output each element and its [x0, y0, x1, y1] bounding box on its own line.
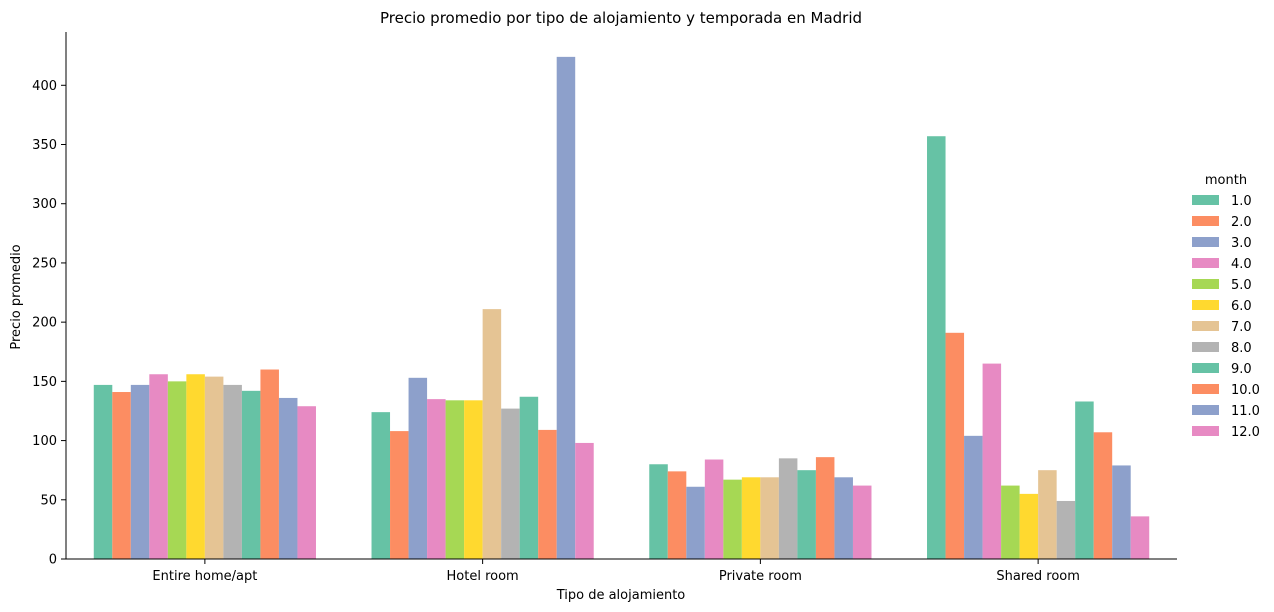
chart-title: Precio promedio por tipo de alojamiento …: [380, 9, 862, 27]
bar: [723, 479, 742, 559]
legend-label: 2.0: [1231, 215, 1252, 230]
bar: [371, 412, 391, 559]
bar: [1093, 432, 1113, 559]
bar: [927, 136, 946, 559]
legend-swatch: [1192, 321, 1219, 331]
bar: [186, 374, 205, 559]
bar: [1075, 401, 1094, 559]
bar: [704, 459, 724, 559]
y-tick-label: 350: [32, 138, 57, 153]
bar: [538, 429, 557, 559]
y-axis: 0 50 100 150 200 250 300 350 400: [32, 32, 67, 568]
bar: [1001, 485, 1020, 559]
bar: [297, 406, 316, 559]
bar: [445, 400, 465, 559]
bar: [797, 470, 816, 559]
bar: [427, 399, 446, 559]
bar: [482, 309, 502, 559]
bar: [982, 363, 1002, 559]
bar: [834, 477, 853, 559]
bar: [667, 471, 687, 559]
bar: [93, 384, 113, 559]
y-tick-label: 0: [49, 553, 57, 568]
bar: [649, 464, 668, 559]
bar: [1112, 465, 1131, 559]
legend-label: 3.0: [1231, 236, 1252, 251]
bar: [149, 374, 168, 559]
x-axis: Entire home/apt Hotel room Private room Sha…: [66, 558, 1177, 584]
bar: [260, 369, 279, 559]
bar: [686, 486, 705, 559]
legend-swatch: [1192, 258, 1219, 268]
y-tick-label: 100: [32, 434, 57, 449]
bar: [408, 377, 428, 559]
x-tick-label: Entire home/apt: [152, 569, 257, 584]
legend-label: 1.0: [1231, 194, 1252, 209]
legend-label: 7.0: [1231, 320, 1252, 335]
legend-swatch: [1192, 384, 1219, 394]
legend: month 1.0 2.0 3.0 4.0 5.0 6.0 7.0 8.0 9.0 10.0 11.0…: [1192, 173, 1260, 440]
y-tick-label: 400: [32, 79, 57, 94]
y-tick-label: 300: [32, 197, 57, 212]
legend-label: 4.0: [1231, 257, 1252, 272]
bar: [575, 442, 594, 559]
x-tick-label: Hotel room: [447, 569, 519, 584]
y-tick-label: 200: [32, 316, 57, 331]
bar: [945, 332, 965, 559]
bar: [167, 381, 187, 559]
legend-swatch: [1192, 426, 1219, 436]
bar: [464, 400, 483, 559]
bar: [390, 431, 409, 559]
y-tick-label: 150: [32, 375, 57, 390]
legend-label: 11.0: [1231, 404, 1260, 419]
bar: [1130, 516, 1150, 559]
bar: [556, 56, 576, 560]
bars-group: [93, 56, 1150, 560]
bar: [964, 435, 983, 559]
legend-label: 5.0: [1231, 278, 1252, 293]
bar: [278, 397, 298, 559]
bar: [1056, 500, 1076, 559]
bar: [112, 392, 131, 559]
x-tick-label: Shared room: [996, 569, 1080, 584]
bar: [204, 376, 224, 559]
bar: [1019, 493, 1039, 559]
legend-label: 6.0: [1231, 299, 1252, 314]
bar: [130, 384, 150, 559]
legend-swatch: [1192, 195, 1219, 205]
legend-label: 12.0: [1231, 425, 1260, 440]
bar: [241, 390, 261, 559]
legend-swatch: [1192, 237, 1219, 247]
legend-label: 9.0: [1231, 362, 1252, 377]
bar: [501, 408, 520, 559]
bar: [223, 384, 242, 559]
bar: [815, 457, 835, 559]
bar: [778, 458, 798, 559]
legend-swatch: [1192, 342, 1219, 352]
legend-swatch: [1192, 216, 1219, 226]
legend-swatch: [1192, 279, 1219, 289]
legend-label: 10.0: [1231, 383, 1260, 398]
y-tick-label: 50: [40, 493, 57, 508]
legend-swatch: [1192, 405, 1219, 415]
bar: [760, 477, 779, 559]
x-axis-label: Tipo de alojamiento: [556, 588, 686, 603]
x-tick-label: Private room: [719, 569, 802, 584]
legend-label: 8.0: [1231, 341, 1252, 356]
legend-title: month: [1205, 173, 1247, 188]
legend-swatch: [1192, 363, 1219, 373]
bar: [741, 477, 761, 559]
bar: [519, 396, 539, 559]
bar: [1038, 470, 1057, 559]
y-tick-label: 250: [32, 256, 57, 271]
y-axis-label: Precio promedio: [9, 244, 24, 349]
bar: [852, 485, 872, 559]
legend-swatch: [1192, 300, 1219, 310]
